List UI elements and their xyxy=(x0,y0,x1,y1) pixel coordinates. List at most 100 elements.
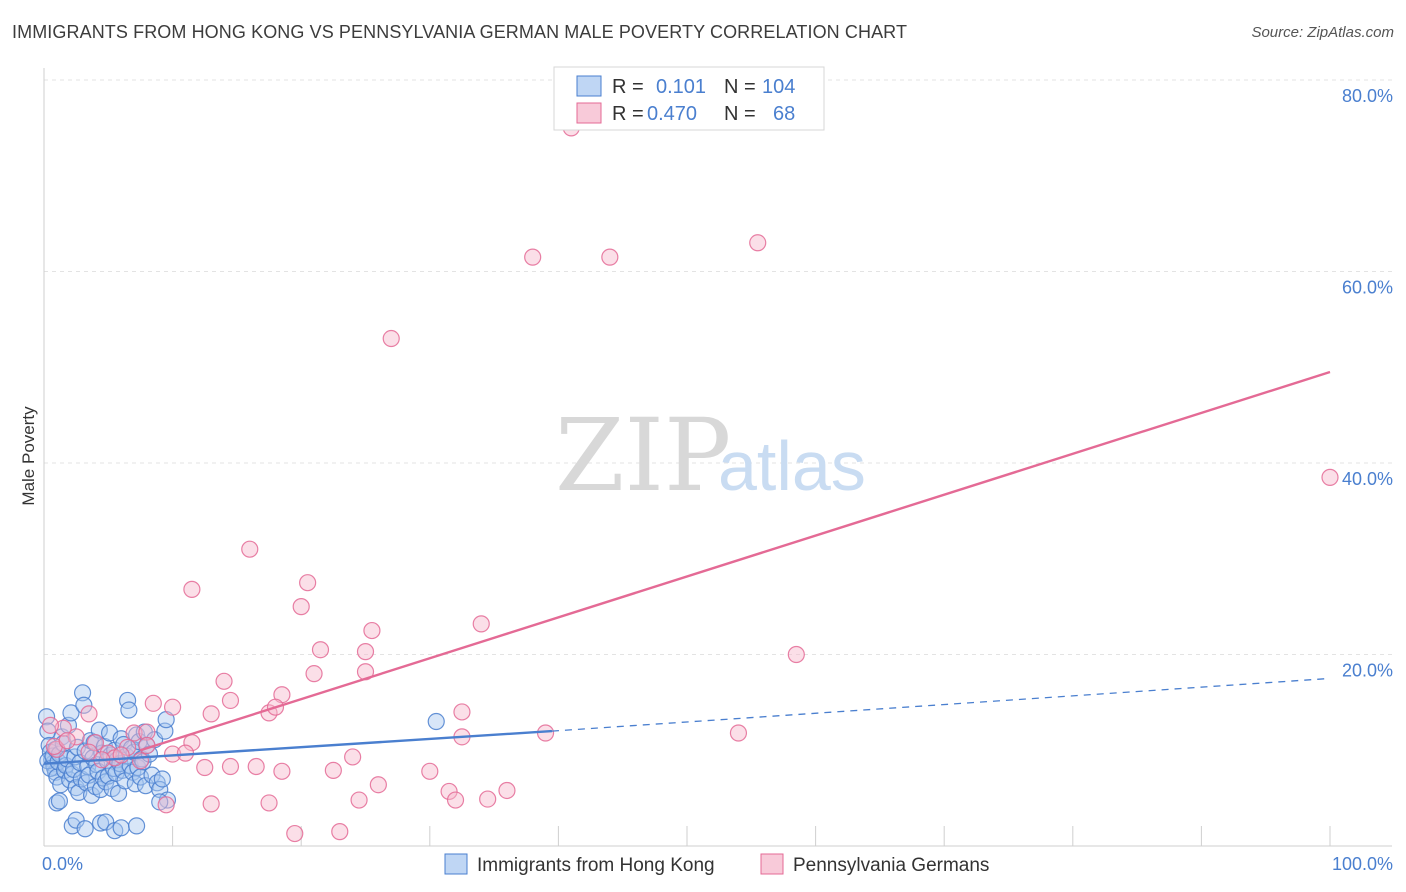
data-point-pa-german xyxy=(260,794,278,812)
axis-layer: 20.0% 40.0% 60.0% 80.0% 0.0% 100.0% xyxy=(42,68,1393,874)
watermark: ZIP atlas xyxy=(555,397,866,514)
y-tick-label: 40.0% xyxy=(1342,469,1393,489)
correlation-legend: R = 0.101 N = 104 R = 0.470 N = 68 xyxy=(553,66,825,131)
data-point-pa-german xyxy=(202,795,220,813)
trend-line-hong-kong xyxy=(43,729,553,765)
data-point-hong-kong xyxy=(91,814,110,832)
data-point-pa-german xyxy=(305,665,323,683)
data-point-hong-kong xyxy=(120,701,138,719)
data-point-pa-german xyxy=(498,781,516,800)
data-point-pa-german xyxy=(247,757,265,776)
legend-r-value-2: 0.470 xyxy=(647,103,697,125)
data-point-hong-kong xyxy=(82,786,101,804)
data-point-pa-german xyxy=(356,643,375,661)
bottom-legend-label-blue: Immigrants from Hong Kong xyxy=(477,855,715,876)
data-point-pa-german xyxy=(331,823,349,841)
data-point-hong-kong xyxy=(427,712,445,731)
trend-lines xyxy=(43,370,1331,765)
legend-r-label-1: R = xyxy=(612,76,644,98)
trend-line-pa-german xyxy=(140,370,1331,752)
watermark-zip: ZIP xyxy=(555,397,731,514)
data-point-pa-german xyxy=(112,746,130,764)
data-point-pa-german xyxy=(144,694,162,712)
data-point-pa-german xyxy=(421,762,439,780)
legend-n-label-1: N = xyxy=(724,76,756,98)
data-point-hong-kong xyxy=(48,794,66,812)
data-point-pa-german xyxy=(344,748,362,766)
x-tick-label-min: 0.0% xyxy=(42,854,83,874)
y-tick-label: 20.0% xyxy=(1342,661,1393,681)
watermark-atlas: atlas xyxy=(718,427,866,505)
data-point-pa-german xyxy=(58,732,76,750)
data-point-pa-german xyxy=(453,703,471,721)
data-point-pa-german xyxy=(157,796,175,814)
data-point-pa-german xyxy=(324,761,342,779)
data-point-pa-german xyxy=(138,723,156,741)
data-point-pa-german xyxy=(241,540,259,558)
y-axis-label: Male Poverty xyxy=(19,406,38,506)
data-point-pa-german xyxy=(202,705,220,723)
chart-source: Source: ZipAtlas.com xyxy=(1251,24,1394,41)
data-point-pa-german xyxy=(524,248,542,266)
data-point-pa-german xyxy=(299,574,317,592)
data-point-pa-german xyxy=(1321,468,1339,486)
data-point-hong-kong xyxy=(153,770,171,788)
data-point-pa-german xyxy=(183,580,201,598)
data-point-pa-german xyxy=(472,615,490,633)
data-point-pa-german xyxy=(440,782,458,801)
bottom-legend-swatch-blue xyxy=(444,853,468,875)
data-point-pa-german xyxy=(221,757,240,776)
series-legend: Immigrants from Hong Kong Pennsylvania G… xyxy=(444,853,989,876)
data-point-hong-kong xyxy=(67,778,85,797)
legend-swatch-blue xyxy=(576,75,602,97)
data-point-pa-german xyxy=(479,790,497,808)
y-tick-label: 80.0% xyxy=(1342,86,1393,106)
x-tick-label-max: 100.0% xyxy=(1332,854,1393,874)
data-point-pa-german xyxy=(67,728,85,746)
data-point-pa-german xyxy=(729,724,748,742)
data-point-pa-german xyxy=(273,762,291,780)
legend-r-label-2: R = xyxy=(612,103,644,125)
data-point-pa-german xyxy=(363,621,381,640)
data-point-hong-kong xyxy=(37,708,56,726)
data-point-pa-german xyxy=(749,234,767,252)
data-point-pa-german xyxy=(221,691,240,710)
data-point-pa-german xyxy=(601,248,619,266)
y-tick-label: 60.0% xyxy=(1342,278,1393,298)
data-point-hong-kong xyxy=(97,813,115,831)
data-point-pa-german xyxy=(446,791,465,809)
data-point-pa-german xyxy=(86,733,105,752)
data-point-pa-german xyxy=(369,776,387,794)
data-point-pa-german xyxy=(286,824,304,843)
chart-title: IMMIGRANTS FROM HONG KONG VS PENNSYLVANI… xyxy=(12,22,908,42)
data-point-pa-german xyxy=(215,672,233,690)
data-point-pa-german xyxy=(131,752,150,770)
data-point-hong-kong xyxy=(75,696,93,714)
data-point-pa-german xyxy=(292,598,310,616)
grid-layer xyxy=(44,79,1392,655)
data-point-hong-kong xyxy=(73,684,92,702)
legend-n-value-1: 104 xyxy=(762,76,795,98)
data-point-pa-german xyxy=(125,724,143,742)
bottom-legend-label-pink: Pennsylvania Germans xyxy=(793,855,989,876)
series-pa-german-points xyxy=(41,119,1339,843)
data-point-hong-kong xyxy=(50,792,69,810)
data-point-hong-kong xyxy=(62,704,80,722)
data-point-pa-german xyxy=(350,791,368,809)
data-point-hong-kong xyxy=(112,819,130,837)
data-point-pa-german xyxy=(41,716,60,734)
legend-n-label-2: N = xyxy=(724,103,756,125)
legend-r-value-1: 0.101 xyxy=(656,76,706,98)
data-point-pa-german xyxy=(311,641,330,659)
data-point-hong-kong xyxy=(127,817,146,835)
legend-swatch-pink xyxy=(576,102,602,124)
data-point-pa-german xyxy=(382,329,400,348)
data-point-pa-german xyxy=(196,758,214,777)
data-point-pa-german xyxy=(787,645,805,664)
data-point-pa-german xyxy=(80,705,98,723)
data-point-hong-kong xyxy=(67,811,85,829)
trend-line-hong-kong-extension xyxy=(551,677,1331,732)
data-point-hong-kong xyxy=(76,820,94,838)
bottom-legend-swatch-pink xyxy=(760,853,784,875)
